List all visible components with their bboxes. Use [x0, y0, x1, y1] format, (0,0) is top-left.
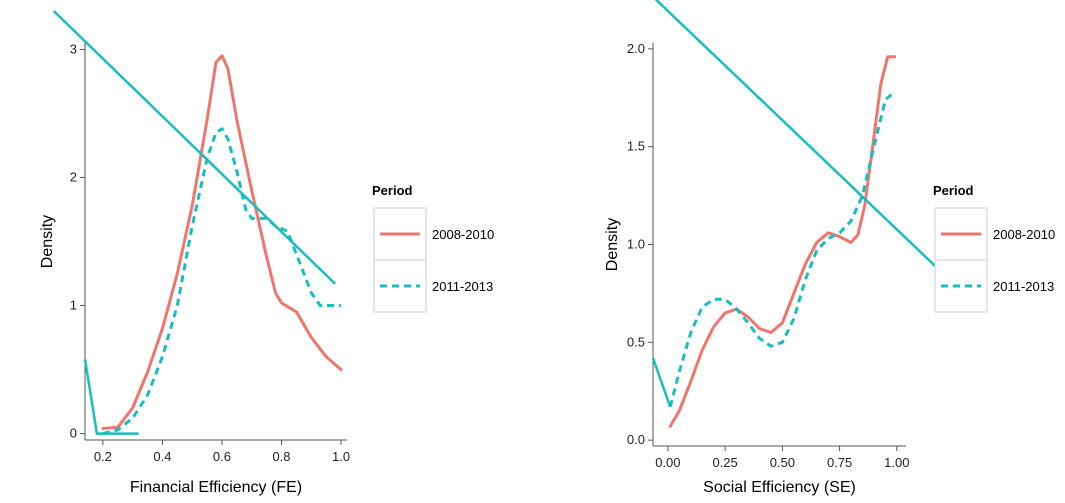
x-tick-label: 0.2	[94, 449, 112, 464]
series-line-2011-2013	[668, 90, 896, 408]
x-tick-label: 0.75	[827, 455, 852, 470]
legend-title: Period	[372, 183, 413, 198]
overlay-diagonal-line	[654, 0, 951, 281]
x-axis-title: Financial Efficiency (FE)	[130, 479, 302, 496]
x-tick-label: 0.25	[712, 455, 737, 470]
x-tick-label: 0.00	[655, 455, 680, 470]
y-tick-label: 0.5	[627, 334, 645, 349]
x-tick-label: 1.00	[884, 455, 909, 470]
y-tick-label: 0	[70, 426, 77, 441]
legend-label: 2008-2010	[993, 227, 1055, 242]
x-tick-label: 0.4	[153, 449, 171, 464]
legend-label: 2011-2013	[432, 279, 493, 294]
y-tick-label: 1.0	[627, 237, 645, 252]
legend-label: 2008-2010	[432, 227, 494, 242]
y-axis-title: Density	[39, 215, 56, 268]
plot-area	[668, 55, 897, 428]
plot-area	[101, 54, 343, 436]
y-tick-label: 3	[70, 41, 77, 56]
x-tick-label: 1.0	[332, 449, 350, 464]
overlay-diagonal-line	[52, 10, 336, 285]
y-axis-title: Density	[604, 218, 621, 271]
se-density-panel: 0.0 0.5 1.0 1.5 2.0 0.00 0.25 0.50 0.75 1.00 Socia…	[604, 0, 1055, 496]
series-line-2011-2013	[102, 127, 341, 436]
series-line-2008-2010	[668, 55, 897, 428]
x-tick-label: 0.8	[272, 449, 290, 464]
y-tick-label: 1	[70, 298, 77, 313]
y-tick-label: 2	[70, 169, 77, 184]
y-tick-label: 1.5	[627, 139, 645, 154]
y-tick-label: 0.0	[627, 432, 645, 447]
overlay-polyline	[651, 357, 672, 408]
x-tick-label: 0.50	[770, 455, 795, 470]
y-tick-label: 2.0	[627, 41, 645, 56]
legend: Period 2008-2010 2011-2013	[933, 183, 1055, 313]
x-axis-title: Social Efficiency (SE)	[703, 479, 856, 496]
legend-title: Period	[933, 183, 974, 198]
legend: Period 2008-2010 2011-2013	[372, 183, 494, 313]
fe-density-panel: 0 1 2 3 0.2 0.4 0.6 0.8 1.0 Financial Efficiency …	[39, 10, 494, 496]
legend-label: 2011-2013	[993, 279, 1054, 294]
x-tick-label: 0.6	[213, 449, 231, 464]
overlay-polyline	[83, 359, 139, 435]
series-line-2008-2010	[101, 54, 343, 430]
